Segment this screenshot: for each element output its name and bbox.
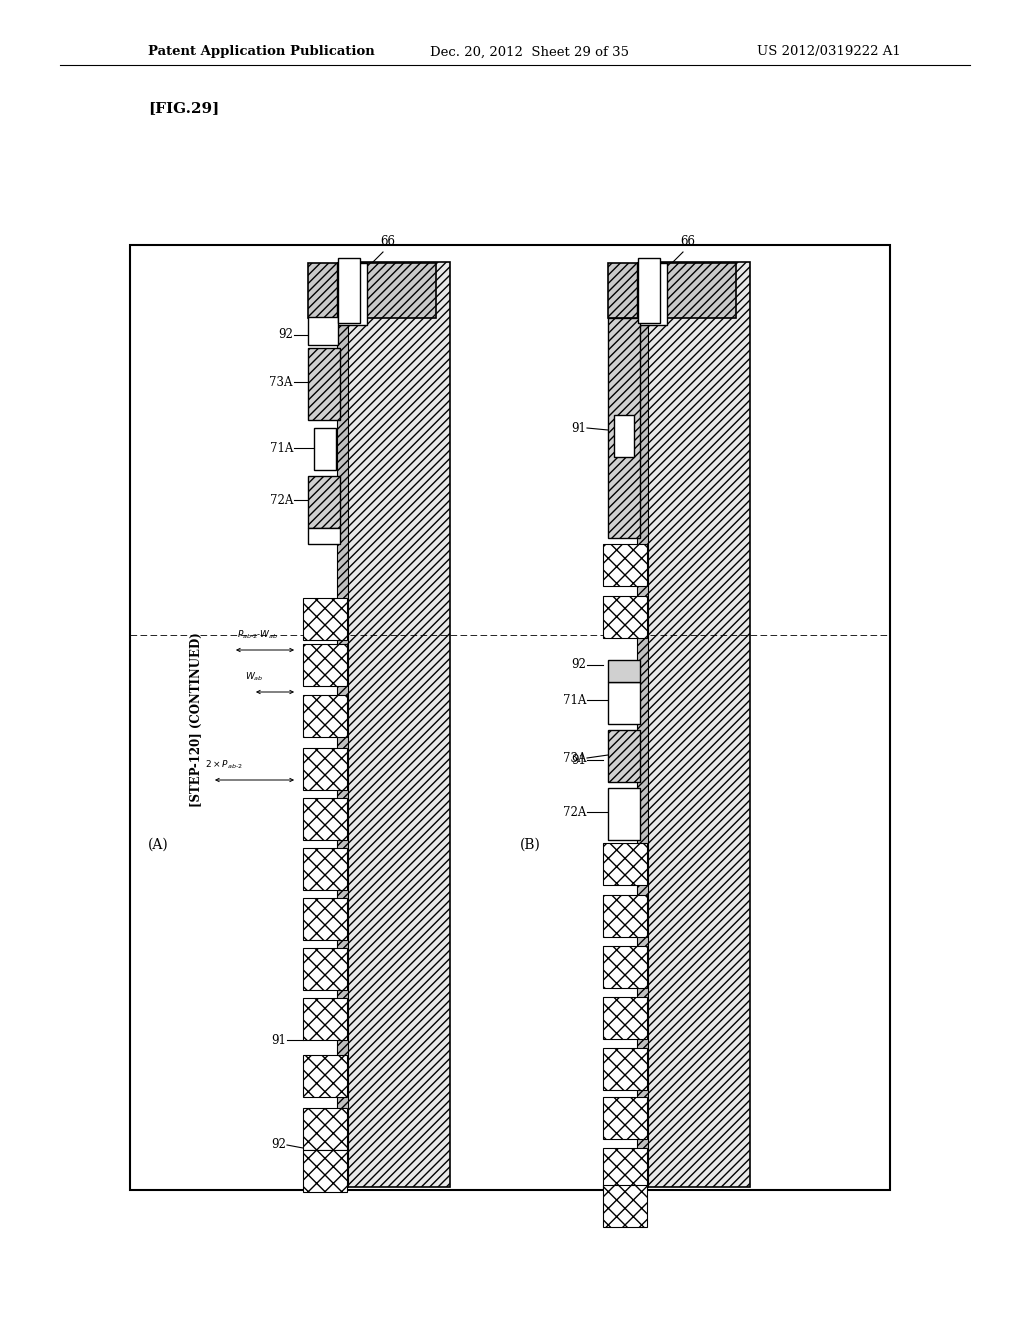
- Bar: [303, 644, 347, 686]
- Bar: [603, 997, 647, 1039]
- Text: (A): (A): [148, 838, 169, 851]
- Bar: [338, 257, 360, 323]
- Text: 91: 91: [271, 1034, 286, 1047]
- Bar: [603, 1048, 647, 1090]
- Bar: [608, 318, 640, 539]
- Bar: [314, 428, 336, 470]
- Bar: [603, 597, 647, 638]
- Text: $W_{ab}$: $W_{ab}$: [245, 671, 263, 682]
- Bar: [303, 948, 347, 990]
- Text: (B): (B): [520, 838, 541, 851]
- Text: 73A: 73A: [562, 751, 586, 764]
- Bar: [603, 895, 647, 937]
- Text: 91: 91: [571, 754, 586, 767]
- Bar: [337, 261, 348, 1187]
- Text: 92: 92: [271, 1138, 286, 1151]
- Text: 72A: 72A: [562, 805, 586, 818]
- Bar: [648, 261, 750, 1187]
- Text: $P_{ab\text{-}2}$-$W_{ab}$: $P_{ab\text{-}2}$-$W_{ab}$: [237, 628, 279, 642]
- Text: 72A: 72A: [269, 494, 293, 507]
- Bar: [603, 544, 647, 586]
- Bar: [614, 414, 634, 457]
- Bar: [308, 528, 340, 544]
- Bar: [308, 317, 338, 345]
- Text: US 2012/0319222 A1: US 2012/0319222 A1: [757, 45, 901, 58]
- Text: Dec. 20, 2012  Sheet 29 of 35: Dec. 20, 2012 Sheet 29 of 35: [430, 45, 629, 58]
- Bar: [603, 1148, 647, 1191]
- Text: 66: 66: [381, 235, 395, 248]
- Bar: [603, 843, 647, 884]
- Bar: [608, 682, 640, 723]
- Bar: [637, 261, 648, 1187]
- Bar: [303, 598, 347, 640]
- Bar: [337, 263, 367, 325]
- Bar: [608, 263, 736, 318]
- Text: $2\times P_{ab\text{-}2}$: $2\times P_{ab\text{-}2}$: [205, 759, 243, 771]
- Bar: [303, 799, 347, 840]
- Bar: [638, 257, 660, 323]
- Bar: [303, 696, 347, 737]
- Bar: [303, 847, 347, 890]
- Bar: [608, 730, 640, 781]
- Text: 71A: 71A: [562, 693, 586, 706]
- Bar: [608, 788, 640, 840]
- Bar: [308, 348, 340, 420]
- Text: 66: 66: [681, 235, 695, 248]
- Bar: [308, 263, 436, 318]
- Bar: [130, 246, 890, 1191]
- Bar: [303, 1107, 347, 1150]
- Text: 73A: 73A: [269, 375, 293, 388]
- Bar: [603, 1185, 647, 1228]
- Text: Patent Application Publication: Patent Application Publication: [148, 45, 375, 58]
- Bar: [303, 1055, 347, 1097]
- Text: 92: 92: [571, 659, 586, 672]
- Bar: [303, 898, 347, 940]
- Text: [STEP-120] (CONTINUED): [STEP-120] (CONTINUED): [189, 632, 203, 808]
- Bar: [303, 1150, 347, 1192]
- Bar: [608, 660, 640, 682]
- Bar: [637, 263, 667, 325]
- Text: 71A: 71A: [269, 441, 293, 454]
- Text: 91: 91: [571, 421, 586, 434]
- Text: [FIG.29]: [FIG.29]: [148, 102, 219, 115]
- Bar: [603, 1097, 647, 1139]
- Bar: [308, 477, 340, 528]
- Bar: [603, 946, 647, 987]
- Bar: [303, 748, 347, 789]
- Bar: [303, 998, 347, 1040]
- Text: 92: 92: [279, 329, 293, 342]
- Bar: [348, 261, 450, 1187]
